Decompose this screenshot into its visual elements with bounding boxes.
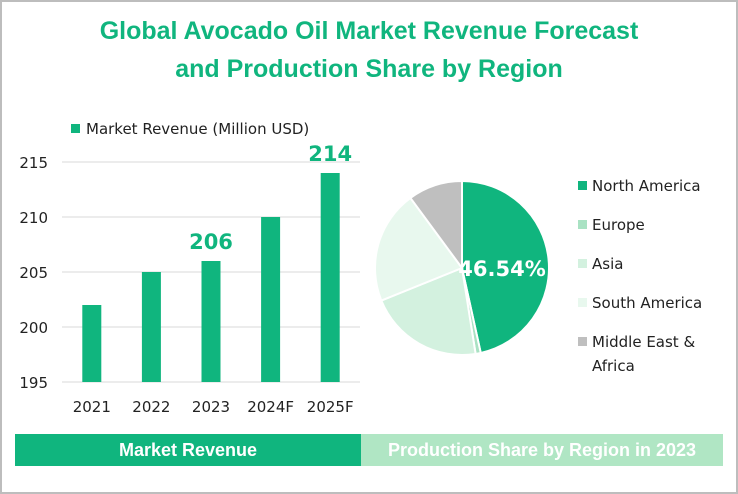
y-tick-label: 205 — [19, 264, 48, 282]
bar-chart-caption: Market Revenue — [15, 434, 361, 466]
bar-2023 — [201, 261, 221, 382]
title-line-1: Global Avocado Oil Market Revenue Foreca… — [99, 17, 639, 45]
pie-legend: North America Europe Asia South America Midd… — [578, 174, 722, 375]
legend-item: Middle East & Africa — [578, 330, 722, 375]
legend-swatch — [578, 220, 587, 229]
pie-chart-caption: Production Share by Region in 2023 — [361, 434, 723, 466]
legend-label: Europe — [592, 216, 645, 234]
bar-2021 — [82, 305, 102, 382]
x-tick-label: 2025F — [307, 398, 354, 416]
legend-swatch — [71, 124, 80, 133]
x-tick-label: 2022 — [132, 398, 170, 416]
bar-2025F — [320, 173, 340, 382]
legend-item: Asia — [578, 252, 722, 291]
pie-slice-asia — [380, 266, 477, 356]
legend-label: South America — [592, 294, 703, 312]
legend-item: South America — [578, 291, 722, 330]
legend-item: Europe — [578, 213, 722, 252]
legend-swatch — [578, 181, 587, 190]
title-line-2: and Production Share by Region — [175, 55, 563, 83]
pie-slice-south-america — [374, 196, 464, 302]
x-tick-label: 2023 — [192, 398, 230, 416]
bar-2022 — [141, 272, 161, 382]
legend-item: North America — [578, 174, 722, 213]
legend-label: North America — [592, 177, 701, 195]
y-tick-label: 195 — [19, 374, 48, 392]
y-tick-label: 210 — [19, 209, 48, 227]
x-tick-label: 2021 — [73, 398, 111, 416]
legend-swatch — [578, 337, 587, 346]
legend-label: Asia — [592, 255, 624, 273]
chart-title: Global Avocado Oil Market Revenue Foreca… — [0, 12, 738, 88]
legend-swatch — [578, 298, 587, 307]
legend-label: Middle East & Africa — [592, 333, 696, 375]
data-label: 214 — [308, 142, 352, 166]
pie-slice-middle-east-africa — [409, 179, 463, 272]
bar-2024F — [261, 217, 281, 382]
y-tick-label: 215 — [19, 154, 48, 172]
legend-swatch — [578, 259, 587, 268]
x-tick-label: 2024F — [247, 398, 294, 416]
pie-slice-north-america — [461, 179, 550, 355]
pie-data-label: 46.54% — [458, 257, 545, 281]
bar-legend-label: Market Revenue (Million USD) — [86, 120, 309, 138]
data-label: 206 — [189, 230, 233, 254]
y-tick-label: 200 — [19, 319, 48, 337]
